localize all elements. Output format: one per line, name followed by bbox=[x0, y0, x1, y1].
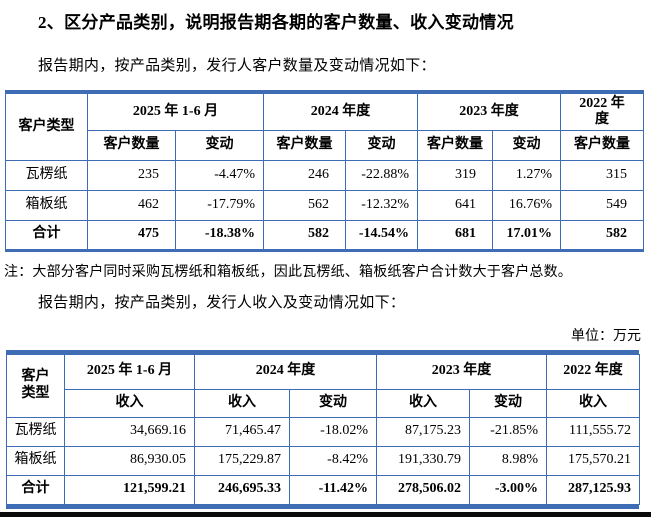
period-header-2024: 2024 年度 bbox=[263, 91, 419, 131]
revenue-cell: 191,330.79 bbox=[376, 445, 470, 476]
revenue-cell: 246,695.33 bbox=[194, 474, 290, 505]
row-label-cell: 合计 bbox=[5, 219, 88, 251]
column-header-customer-type: 客户类型 bbox=[5, 91, 88, 161]
count-cell: 235 bbox=[87, 159, 176, 191]
period-header-2022: 2022 年度 bbox=[560, 91, 645, 131]
page-bottom-bar bbox=[0, 511, 651, 517]
row-label-cell: 瓦楞纸 bbox=[6, 416, 65, 447]
row-label-cell: 瓦楞纸 bbox=[5, 159, 88, 191]
count-cell: 681 bbox=[417, 219, 494, 251]
subheader-change: 变动 bbox=[289, 388, 377, 418]
column-header-customer-type-label: 客户类型 bbox=[21, 369, 50, 401]
row-label-cell: 合计 bbox=[6, 474, 65, 505]
table-row: 瓦楞纸 235 -4.47% 246 -22.88% 319 1.27% 315 bbox=[5, 159, 645, 191]
table-top-rule bbox=[6, 349, 639, 354]
footnote-text: 注：大部分客户同时采购瓦楞纸和箱板纸，因此瓦楞纸、箱板纸客户合计数大于客户总数。 bbox=[4, 264, 572, 280]
revenue-cell: 34,669.16 bbox=[64, 416, 195, 447]
count-cell: 462 bbox=[87, 189, 176, 221]
subheader-change: 变动 bbox=[469, 388, 547, 418]
revenue-cell: 86,930.05 bbox=[64, 445, 195, 476]
change-cell: -3.00% bbox=[469, 474, 547, 505]
subheader-revenue: 收入 bbox=[376, 388, 470, 418]
subheader-count: 客户数量 bbox=[263, 129, 347, 161]
revenue-cell: 287,125.93 bbox=[546, 474, 640, 505]
count-cell: 549 bbox=[560, 189, 645, 221]
subheader-change: 变动 bbox=[492, 129, 562, 161]
count-cell: 641 bbox=[417, 189, 494, 221]
change-cell: -18.02% bbox=[289, 416, 377, 447]
count-cell: 562 bbox=[263, 189, 347, 221]
unit-label: 单位：万元 bbox=[571, 328, 641, 344]
change-cell: 1.27% bbox=[492, 159, 562, 191]
change-cell: -4.47% bbox=[174, 159, 265, 191]
table-row-total: 合计 121,599.21 246,695.33 -11.42% 278,506… bbox=[6, 474, 640, 505]
intro-customer-text: 报告期内，按产品类别，发行人客户数量及变动情况如下： bbox=[38, 58, 436, 74]
revenue-cell: 111,555.72 bbox=[546, 416, 640, 447]
change-cell: -11.42% bbox=[289, 474, 377, 505]
subheader-count: 客户数量 bbox=[560, 129, 645, 161]
table-row: 箱板纸 462 -17.79% 562 -12.32% 641 16.76% 5… bbox=[5, 189, 645, 221]
subheader-revenue: 收入 bbox=[194, 388, 290, 418]
row-label-cell: 箱板纸 bbox=[6, 445, 65, 476]
page-title: 2、区分产品类别，说明报告期各期的客户数量、收入变动情况 bbox=[38, 13, 514, 32]
count-cell: 582 bbox=[263, 219, 347, 251]
count-cell: 319 bbox=[417, 159, 494, 191]
period-header-2024: 2024 年度 bbox=[194, 353, 377, 390]
subheader-revenue: 收入 bbox=[64, 388, 195, 418]
subheader-count: 客户数量 bbox=[87, 129, 176, 161]
change-cell: -17.79% bbox=[174, 189, 265, 221]
period-header-2022-label: 2022 年度 bbox=[579, 95, 625, 127]
change-cell: 17.01% bbox=[492, 219, 562, 251]
intro-revenue-text: 报告期内，按产品类别，发行人收入及变动情况如下： bbox=[38, 294, 406, 311]
subheader-change: 变动 bbox=[345, 129, 419, 161]
count-cell: 582 bbox=[560, 219, 645, 251]
period-header-2025: 2025 年 1-6 月 bbox=[64, 353, 195, 390]
count-cell: 315 bbox=[560, 159, 645, 191]
table-row: 瓦楞纸 34,669.16 71,465.47 -18.02% 87,175.2… bbox=[6, 416, 640, 447]
change-cell: -21.85% bbox=[469, 416, 547, 447]
subheader-revenue: 收入 bbox=[546, 388, 640, 418]
change-cell: -14.54% bbox=[345, 219, 419, 251]
change-cell: 16.76% bbox=[492, 189, 562, 221]
subheader-change: 变动 bbox=[174, 129, 265, 161]
change-cell: 8.98% bbox=[469, 445, 547, 476]
table-bottom-rule bbox=[6, 504, 639, 509]
period-header-2022: 2022 年度 bbox=[546, 353, 640, 390]
change-cell: -8.42% bbox=[289, 445, 377, 476]
revenue-cell: 175,229.87 bbox=[194, 445, 290, 476]
count-cell: 475 bbox=[87, 219, 176, 251]
subheader-count: 客户数量 bbox=[417, 129, 494, 161]
row-label-cell: 箱板纸 bbox=[5, 189, 88, 221]
period-header-2023: 2023 年度 bbox=[376, 353, 547, 390]
revenue-cell: 87,175.23 bbox=[376, 416, 470, 447]
period-header-2023: 2023 年度 bbox=[417, 91, 562, 131]
period-header-2025: 2025 年 1-6 月 bbox=[86, 91, 265, 131]
customer-count-table: 客户类型 2025 年 1-6 月 2024 年度 2023 年度 2022 年… bbox=[5, 90, 645, 252]
count-cell: 246 bbox=[263, 159, 347, 191]
revenue-table: 客户类型 2025 年 1-6 月 2024 年度 2023 年度 2022 年… bbox=[6, 353, 640, 505]
column-header-customer-type: 客户类型 bbox=[6, 353, 65, 418]
change-cell: -18.38% bbox=[174, 219, 265, 251]
table-row: 箱板纸 86,930.05 175,229.87 -8.42% 191,330.… bbox=[6, 445, 640, 476]
revenue-cell: 71,465.47 bbox=[194, 416, 290, 447]
table-row-total: 合计 475 -18.38% 582 -14.54% 681 17.01% 58… bbox=[5, 219, 645, 251]
change-cell: -12.32% bbox=[345, 189, 419, 221]
change-cell: -22.88% bbox=[345, 159, 419, 191]
revenue-cell: 175,570.21 bbox=[546, 445, 640, 476]
revenue-cell: 278,506.02 bbox=[376, 474, 470, 505]
revenue-cell: 121,599.21 bbox=[64, 474, 195, 505]
